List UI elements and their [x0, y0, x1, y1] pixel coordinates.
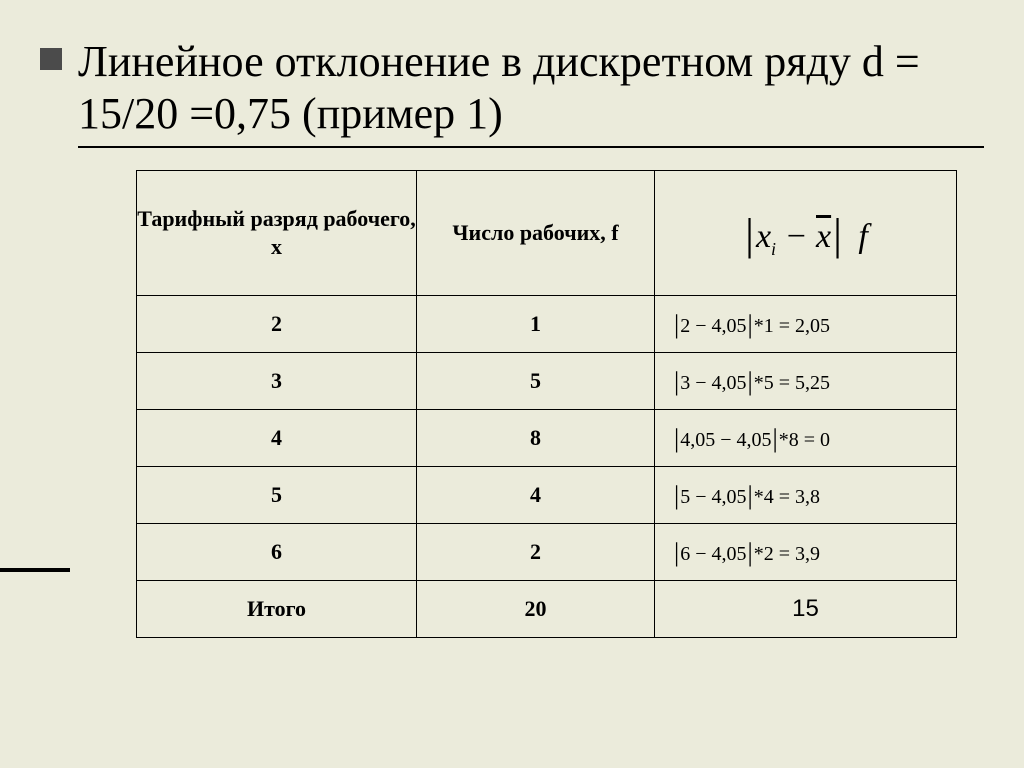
- header-formula: |xi − x| f: [743, 218, 868, 255]
- cell-formula: |6 − 4,05|*2 = 3,9: [655, 523, 957, 580]
- cell-formula: |3 − 4,05|*5 = 5,25: [655, 352, 957, 409]
- table-row: 6 2 |6 − 4,05|*2 = 3,9: [137, 523, 957, 580]
- hdr-minus: −: [785, 218, 808, 255]
- cell-x: 6: [137, 523, 417, 580]
- cell-f: 4: [417, 466, 655, 523]
- hdr-sub: i: [771, 239, 776, 259]
- slide-title: Линейное отклонение в дискретном ряду d …: [78, 36, 984, 140]
- col-header-f: Число рабочих, f: [417, 170, 655, 295]
- cell-x: 2: [137, 295, 417, 352]
- col-header-x: Тарифный разряд рабочего, х: [137, 170, 417, 295]
- cell-formula: |4,05 − 4,05|*8 = 0: [655, 409, 957, 466]
- table-row: 3 5 |3 − 4,05|*5 = 5,25: [137, 352, 957, 409]
- cell-x: 5: [137, 466, 417, 523]
- cell-formula: |5 − 4,05|*4 = 3,8: [655, 466, 957, 523]
- table-row: 4 8 |4,05 − 4,05|*8 = 0: [137, 409, 957, 466]
- table-row: 5 4 |5 − 4,05|*4 = 3,8: [137, 466, 957, 523]
- title-block: Линейное отклонение в дискретном ряду d …: [40, 36, 984, 148]
- table-row: 2 1 |2 − 4,05|*1 = 2,05: [137, 295, 957, 352]
- cell-f: 5: [417, 352, 655, 409]
- hdr-f: f: [852, 218, 867, 255]
- data-table: Тарифный разряд рабочего, х Число рабочи…: [136, 170, 957, 638]
- total-label: Итого: [137, 580, 417, 637]
- total-sum: 15: [655, 580, 957, 637]
- table-body: 2 1 |2 − 4,05|*1 = 2,05 3 5 |3 − 4,05|*5…: [137, 295, 957, 637]
- total-f: 20: [417, 580, 655, 637]
- cell-x: 3: [137, 352, 417, 409]
- cell-x: 4: [137, 409, 417, 466]
- col-header-formula: |xi − x| f: [655, 170, 957, 295]
- cell-f: 1: [417, 295, 655, 352]
- hdr-xbar: x: [816, 218, 831, 255]
- cell-f: 2: [417, 523, 655, 580]
- hdr-xi: x: [756, 218, 771, 255]
- title-underline: [78, 146, 984, 148]
- cell-f: 8: [417, 409, 655, 466]
- table-total-row: Итого 20 15: [137, 580, 957, 637]
- side-accent-rule: [0, 568, 70, 572]
- cell-formula: |2 − 4,05|*1 = 2,05: [655, 295, 957, 352]
- title-bullet-icon: [40, 48, 62, 70]
- table-header-row: Тарифный разряд рабочего, х Число рабочи…: [137, 170, 957, 295]
- slide: Линейное отклонение в дискретном ряду d …: [0, 0, 1024, 768]
- table-container: Тарифный разряд рабочего, х Число рабочи…: [136, 170, 956, 638]
